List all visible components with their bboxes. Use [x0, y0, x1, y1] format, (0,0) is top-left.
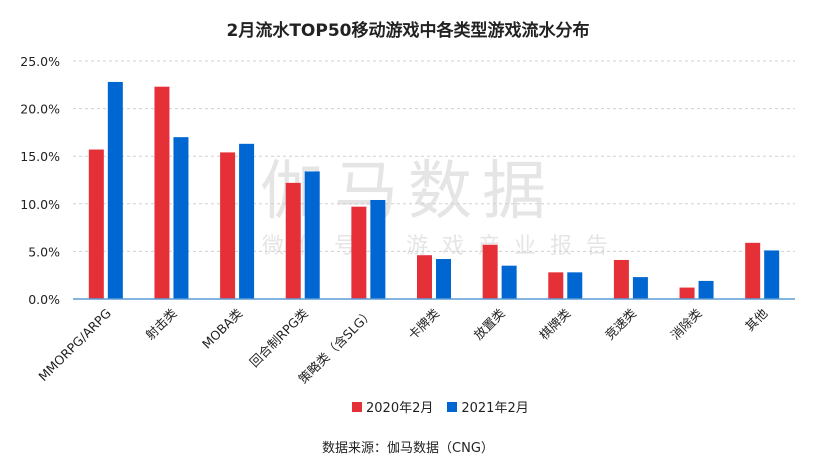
y-tick-label: 10.0%	[20, 197, 60, 212]
bar-2021	[567, 272, 583, 299]
x-tick-label: 棋牌类	[536, 305, 573, 342]
bar-2021	[501, 265, 517, 299]
x-tick-label: 卡牌类	[405, 305, 442, 342]
bar-2020	[88, 149, 104, 299]
legend-label: 2020年2月	[366, 401, 434, 416]
bar-2020	[613, 259, 629, 299]
bar-2020	[220, 152, 236, 299]
bar-2021	[698, 280, 714, 299]
chart-title: 2月流水TOP50移动游戏中各类型游戏流水分布	[226, 21, 590, 41]
bar-2020	[154, 86, 170, 299]
y-tick-label: 5.0%	[28, 244, 60, 259]
bar-2020	[679, 287, 695, 299]
bar-2021	[304, 171, 320, 299]
bar-2021	[107, 81, 123, 299]
bar-2021	[239, 143, 255, 299]
source-note: 数据来源：伽马数据（CNG）	[322, 441, 494, 456]
legend-swatch	[352, 401, 362, 412]
legend-swatch	[447, 401, 458, 412]
legend-label: 2021年2月	[461, 401, 529, 416]
x-tick-label: 回合制RPG类	[247, 305, 312, 370]
bar-2020	[285, 182, 301, 299]
legend-item-2021: 2021年2月	[447, 397, 529, 416]
bar-2021	[632, 277, 648, 299]
legend-item-2020: 2020年2月	[352, 397, 433, 416]
x-tick-label: 其他	[742, 305, 771, 334]
y-tick-label: 15.0%	[20, 149, 60, 164]
bar-2020	[417, 255, 432, 299]
bar-2021	[436, 259, 451, 299]
bar-2020	[548, 272, 564, 299]
bar-2021	[370, 199, 386, 299]
x-tick-label: 放置类	[471, 305, 508, 342]
bar-2021	[173, 137, 189, 299]
y-tick-label: 25.0%	[20, 54, 60, 69]
bar-2020	[351, 206, 367, 299]
bar-2021	[764, 250, 780, 299]
x-tick-label: 消除类	[668, 305, 705, 342]
x-tick-label: MMORPG/ARPG	[35, 306, 113, 384]
bar-2020	[482, 244, 498, 299]
legend: 2020年2月 2021年2月	[352, 397, 529, 416]
x-tick-label: MOBA类	[199, 305, 245, 351]
x-tick-label: 竞速类	[602, 305, 639, 342]
x-tick-label: 射击类	[142, 305, 179, 342]
y-tick-label: 0.0%	[28, 292, 60, 307]
y-tick-label: 20.0%	[20, 102, 60, 117]
bar-2020	[745, 242, 761, 299]
